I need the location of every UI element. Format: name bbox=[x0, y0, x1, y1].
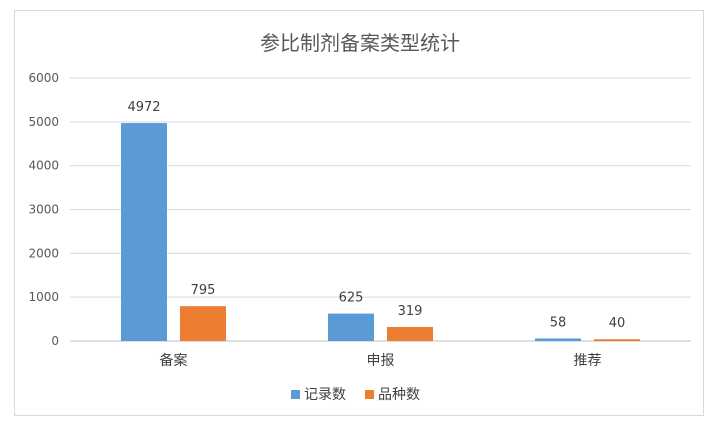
data-label: 58 bbox=[550, 315, 567, 330]
legend-label: 记录数 bbox=[304, 387, 346, 403]
y-tick-label: 2000 bbox=[28, 246, 59, 260]
y-tick-label: 5000 bbox=[28, 115, 59, 129]
category-label: 备案 bbox=[160, 352, 188, 369]
bar-records bbox=[121, 123, 167, 341]
y-tick-label: 6000 bbox=[28, 71, 59, 85]
data-label: 4972 bbox=[127, 100, 160, 115]
data-label: 40 bbox=[609, 316, 626, 331]
gridlines bbox=[70, 77, 691, 342]
bars bbox=[121, 123, 640, 341]
data-label: 795 bbox=[191, 283, 216, 298]
y-tick-label: 0 bbox=[51, 334, 59, 348]
category-label: 推荐 bbox=[574, 353, 602, 369]
bar-records bbox=[328, 313, 374, 341]
y-tick-label: 1000 bbox=[28, 290, 59, 304]
y-tick-label: 3000 bbox=[28, 203, 59, 217]
bar-varieties bbox=[594, 339, 640, 341]
bar-records bbox=[535, 338, 581, 341]
bar-varieties bbox=[387, 327, 433, 341]
bar-chart: 参比制剂备案类型统计 0 1000 2000 3000 4000 5000 6000 497… bbox=[28, 31, 691, 403]
y-axis-ticks: 0 1000 2000 3000 4000 5000 6000 bbox=[28, 71, 59, 348]
chart-frame: 参比制剂备案类型统计 0 1000 2000 3000 4000 5000 6000 497… bbox=[14, 10, 704, 416]
legend: 记录数 品种数 bbox=[291, 387, 420, 403]
category-label: 申报 bbox=[367, 353, 395, 369]
data-labels: 4972 795 625 319 58 40 bbox=[127, 100, 625, 331]
x-axis-categories: 备案 申报 推荐 bbox=[160, 352, 602, 369]
legend-swatch bbox=[291, 390, 300, 399]
chart-title: 参比制剂备案类型统计 bbox=[260, 31, 460, 55]
legend-label: 品种数 bbox=[378, 387, 420, 403]
legend-swatch bbox=[365, 390, 374, 399]
data-label: 625 bbox=[339, 291, 364, 306]
y-tick-label: 4000 bbox=[28, 159, 59, 173]
data-label: 319 bbox=[398, 304, 423, 319]
bar-varieties bbox=[180, 306, 226, 341]
